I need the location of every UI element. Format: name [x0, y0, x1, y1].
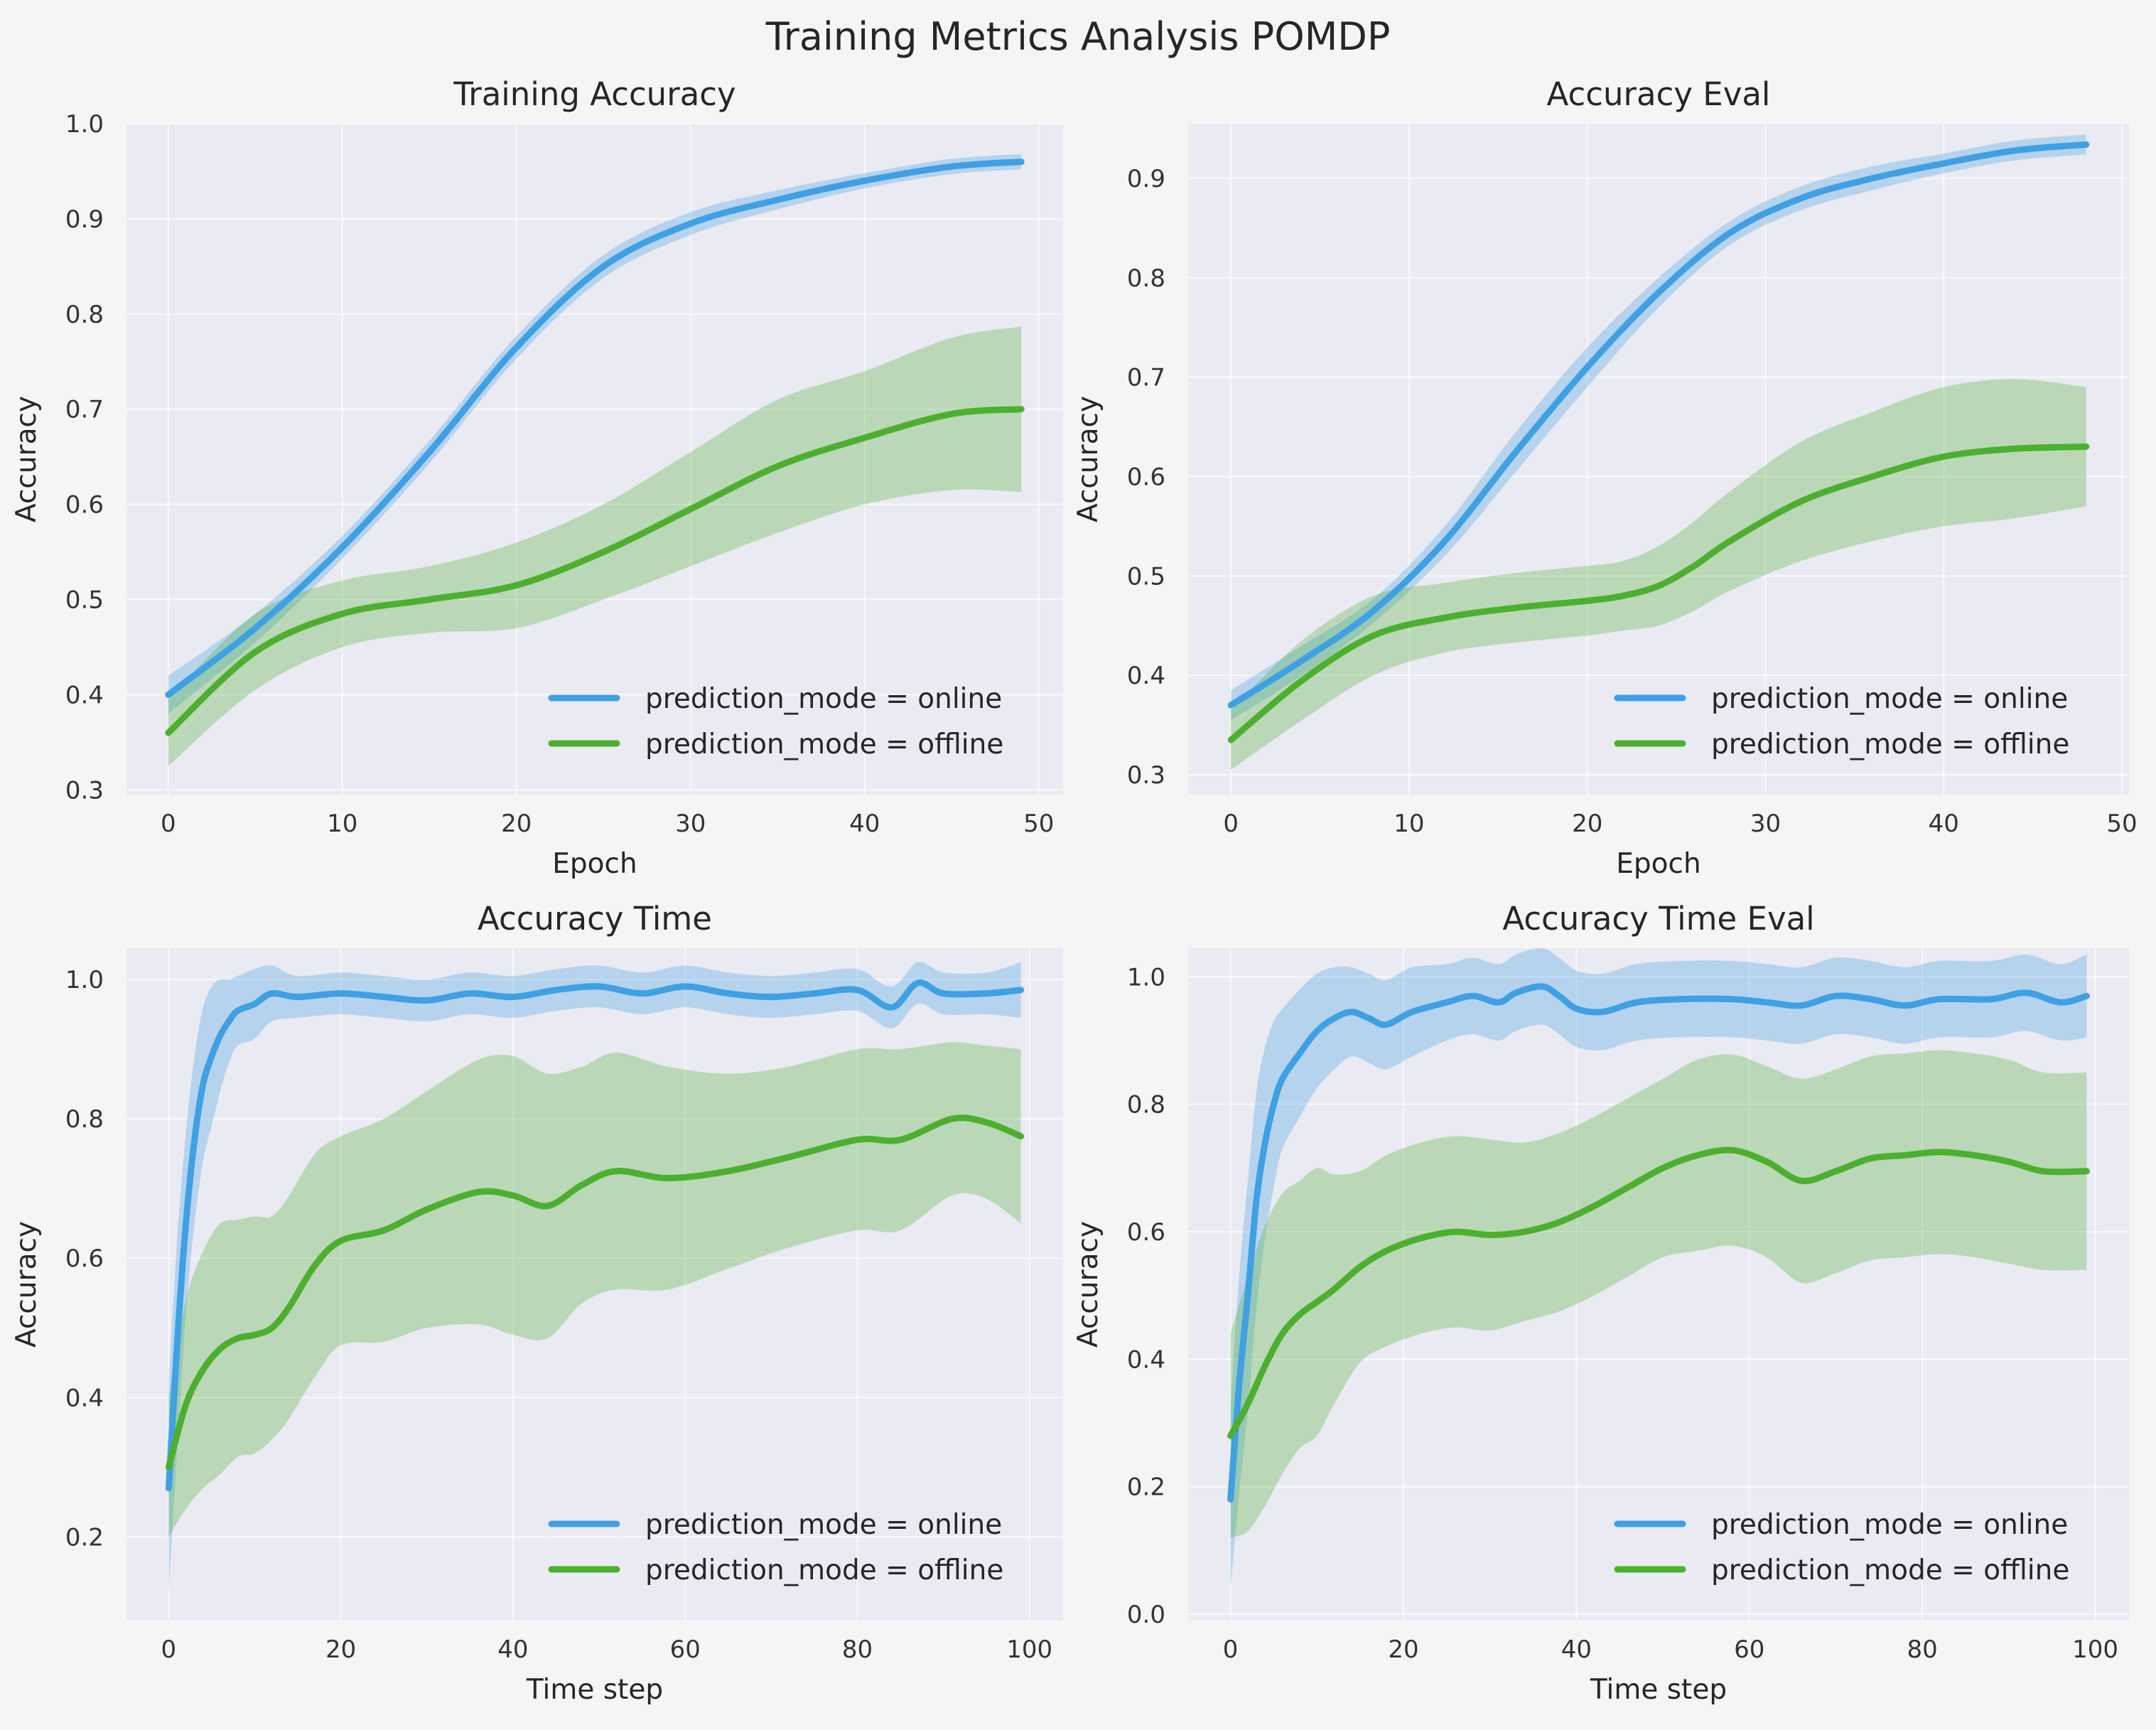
x-tick-label: 100 — [1006, 1635, 1052, 1664]
series-line-1 — [1227, 983, 2090, 1503]
plot-area — [1188, 948, 2129, 1621]
plot-area — [1188, 124, 2129, 795]
series-line-2 — [165, 406, 1025, 736]
chart-title: Accuracy Time Eval — [1502, 900, 1814, 937]
y-tick-label: 1.0 — [65, 110, 104, 139]
x-tick-label: 20 — [501, 810, 532, 838]
y-tick-label: 0.6 — [65, 491, 104, 520]
x-tick-label: 40 — [1561, 1635, 1592, 1664]
chart-panel-1: 0 10 20 30 40 50 0.3 0.4 0.5 0.6 0.7 0.8 0.9 1.0 Epoch… — [11, 75, 1063, 880]
y-tick-label: 0.2 — [65, 1523, 104, 1552]
series-band-2 — [1230, 1050, 2087, 1538]
x-tick-label: 20 — [1572, 810, 1602, 838]
chart-panel-4: 0 20 40 60 80 100 0.0 0.2 0.4 0.6 0.8 1.0 Time step A… — [1072, 900, 2129, 1706]
y-tick-label: 1.0 — [65, 966, 104, 994]
series-group — [1227, 134, 2090, 770]
x-tick-label: 50 — [2106, 810, 2137, 838]
y-tick-label: 1.0 — [1127, 963, 1165, 992]
y-axis-label: Accuracy — [1072, 1221, 1104, 1348]
plot-area — [126, 124, 1063, 795]
y-tick-label: 0.8 — [65, 1105, 104, 1134]
x-tick-label: 10 — [327, 810, 357, 838]
x-tick-label: 20 — [325, 1635, 356, 1664]
y-tick-label: 0.5 — [1127, 562, 1165, 591]
y-tick-label: 0.7 — [1127, 364, 1165, 392]
series-band-2 — [168, 1042, 1021, 1537]
x-tick-label: 10 — [1394, 810, 1424, 838]
chart-title: Training Accuracy — [453, 75, 735, 113]
series-band-1 — [1230, 948, 2087, 1589]
series-line-1 — [1227, 141, 2090, 709]
legend-label: prediction_mode = offline — [1711, 729, 2069, 761]
x-tick-label: 80 — [1907, 1635, 1938, 1664]
legend-label: prediction_mode = offline — [1711, 1554, 2069, 1586]
x-tick-label: 100 — [2072, 1635, 2118, 1664]
y-axis-label: Accuracy — [11, 396, 43, 522]
y-tick-label: 0.3 — [1127, 761, 1165, 790]
legend-label: prediction_mode = offline — [645, 1554, 1003, 1586]
series-band-1 — [1231, 134, 2086, 721]
x-axis-label: Time step — [526, 1674, 663, 1706]
y-tick-label: 0.0 — [1127, 1601, 1165, 1629]
x-tick-label: 20 — [1388, 1635, 1418, 1664]
x-tick-label: 40 — [1929, 810, 1959, 838]
series-line-2 — [1227, 1146, 2090, 1439]
series-group — [1227, 948, 2090, 1589]
legend-label: prediction_mode = offline — [645, 729, 1003, 761]
y-tick-label: 0.8 — [65, 301, 104, 329]
y-tick-label: 0.6 — [1127, 463, 1165, 491]
y-tick-label: 0.6 — [1127, 1218, 1165, 1247]
y-tick-label: 0.9 — [65, 205, 104, 234]
y-axis-label: Accuracy — [1072, 396, 1104, 522]
legend-label: prediction_mode = online — [645, 1509, 1002, 1541]
x-tick-label: 0 — [1223, 810, 1239, 838]
x-tick-label: 0 — [161, 810, 176, 838]
y-tick-label: 0.2 — [1127, 1473, 1165, 1502]
y-tick-label: 0.7 — [65, 396, 104, 424]
series-group — [165, 154, 1025, 766]
legend-label: prediction_mode = online — [645, 683, 1002, 715]
x-axis-label: Epoch — [552, 848, 637, 880]
y-tick-label: 0.5 — [65, 586, 104, 615]
x-tick-label: 60 — [1734, 1635, 1764, 1664]
chart-panel-2: 0 10 20 30 40 50 0.3 0.4 0.5 0.6 0.7 0.8 0.9 Epoch Acc… — [1072, 75, 2138, 880]
plot-area — [126, 948, 1063, 1621]
x-tick-label: 0 — [1223, 1635, 1239, 1664]
y-tick-label: 0.3 — [65, 776, 104, 805]
y-tick-label: 0.6 — [65, 1245, 104, 1273]
legend-label: prediction_mode = online — [1711, 683, 2068, 715]
y-tick-label: 0.8 — [1127, 1091, 1165, 1119]
x-tick-label: 0 — [161, 1635, 177, 1664]
y-tick-label: 0.4 — [65, 1384, 104, 1412]
y-tick-label: 0.4 — [1127, 1345, 1165, 1374]
figure-title: Training Metrics Analysis POMDP — [765, 14, 1391, 59]
series-band-2 — [168, 326, 1022, 766]
y-axis-label: Accuracy — [11, 1221, 43, 1348]
series-line-1 — [165, 979, 1025, 1492]
series-band-1 — [168, 154, 1022, 714]
x-tick-label: 30 — [675, 810, 706, 838]
series-line-2 — [1227, 444, 2090, 743]
x-axis-label: Time step — [1590, 1674, 1727, 1706]
chart-title: Accuracy Time — [478, 900, 712, 937]
x-axis-label: Epoch — [1616, 848, 1700, 880]
series-line-1 — [165, 159, 1025, 698]
chart-title: Accuracy Eval — [1547, 75, 1771, 113]
x-tick-label: 60 — [670, 1635, 701, 1664]
x-tick-label: 40 — [849, 810, 880, 838]
series-group — [165, 962, 1025, 1593]
y-tick-label: 0.4 — [65, 681, 104, 709]
y-tick-label: 0.4 — [1127, 662, 1165, 690]
series-band-1 — [168, 962, 1021, 1593]
y-tick-label: 0.8 — [1127, 264, 1165, 293]
chart-panel-3: 0 20 40 60 80 100 0.2 0.4 0.6 0.8 1.0 Time step Accu… — [11, 900, 1063, 1706]
x-tick-label: 30 — [1750, 810, 1781, 838]
series-line-2 — [165, 1114, 1025, 1471]
y-tick-label: 0.9 — [1127, 165, 1165, 193]
x-tick-label: 40 — [497, 1635, 528, 1664]
legend-label: prediction_mode = online — [1711, 1509, 2068, 1541]
x-tick-label: 50 — [1023, 810, 1054, 838]
x-tick-label: 80 — [842, 1635, 873, 1664]
